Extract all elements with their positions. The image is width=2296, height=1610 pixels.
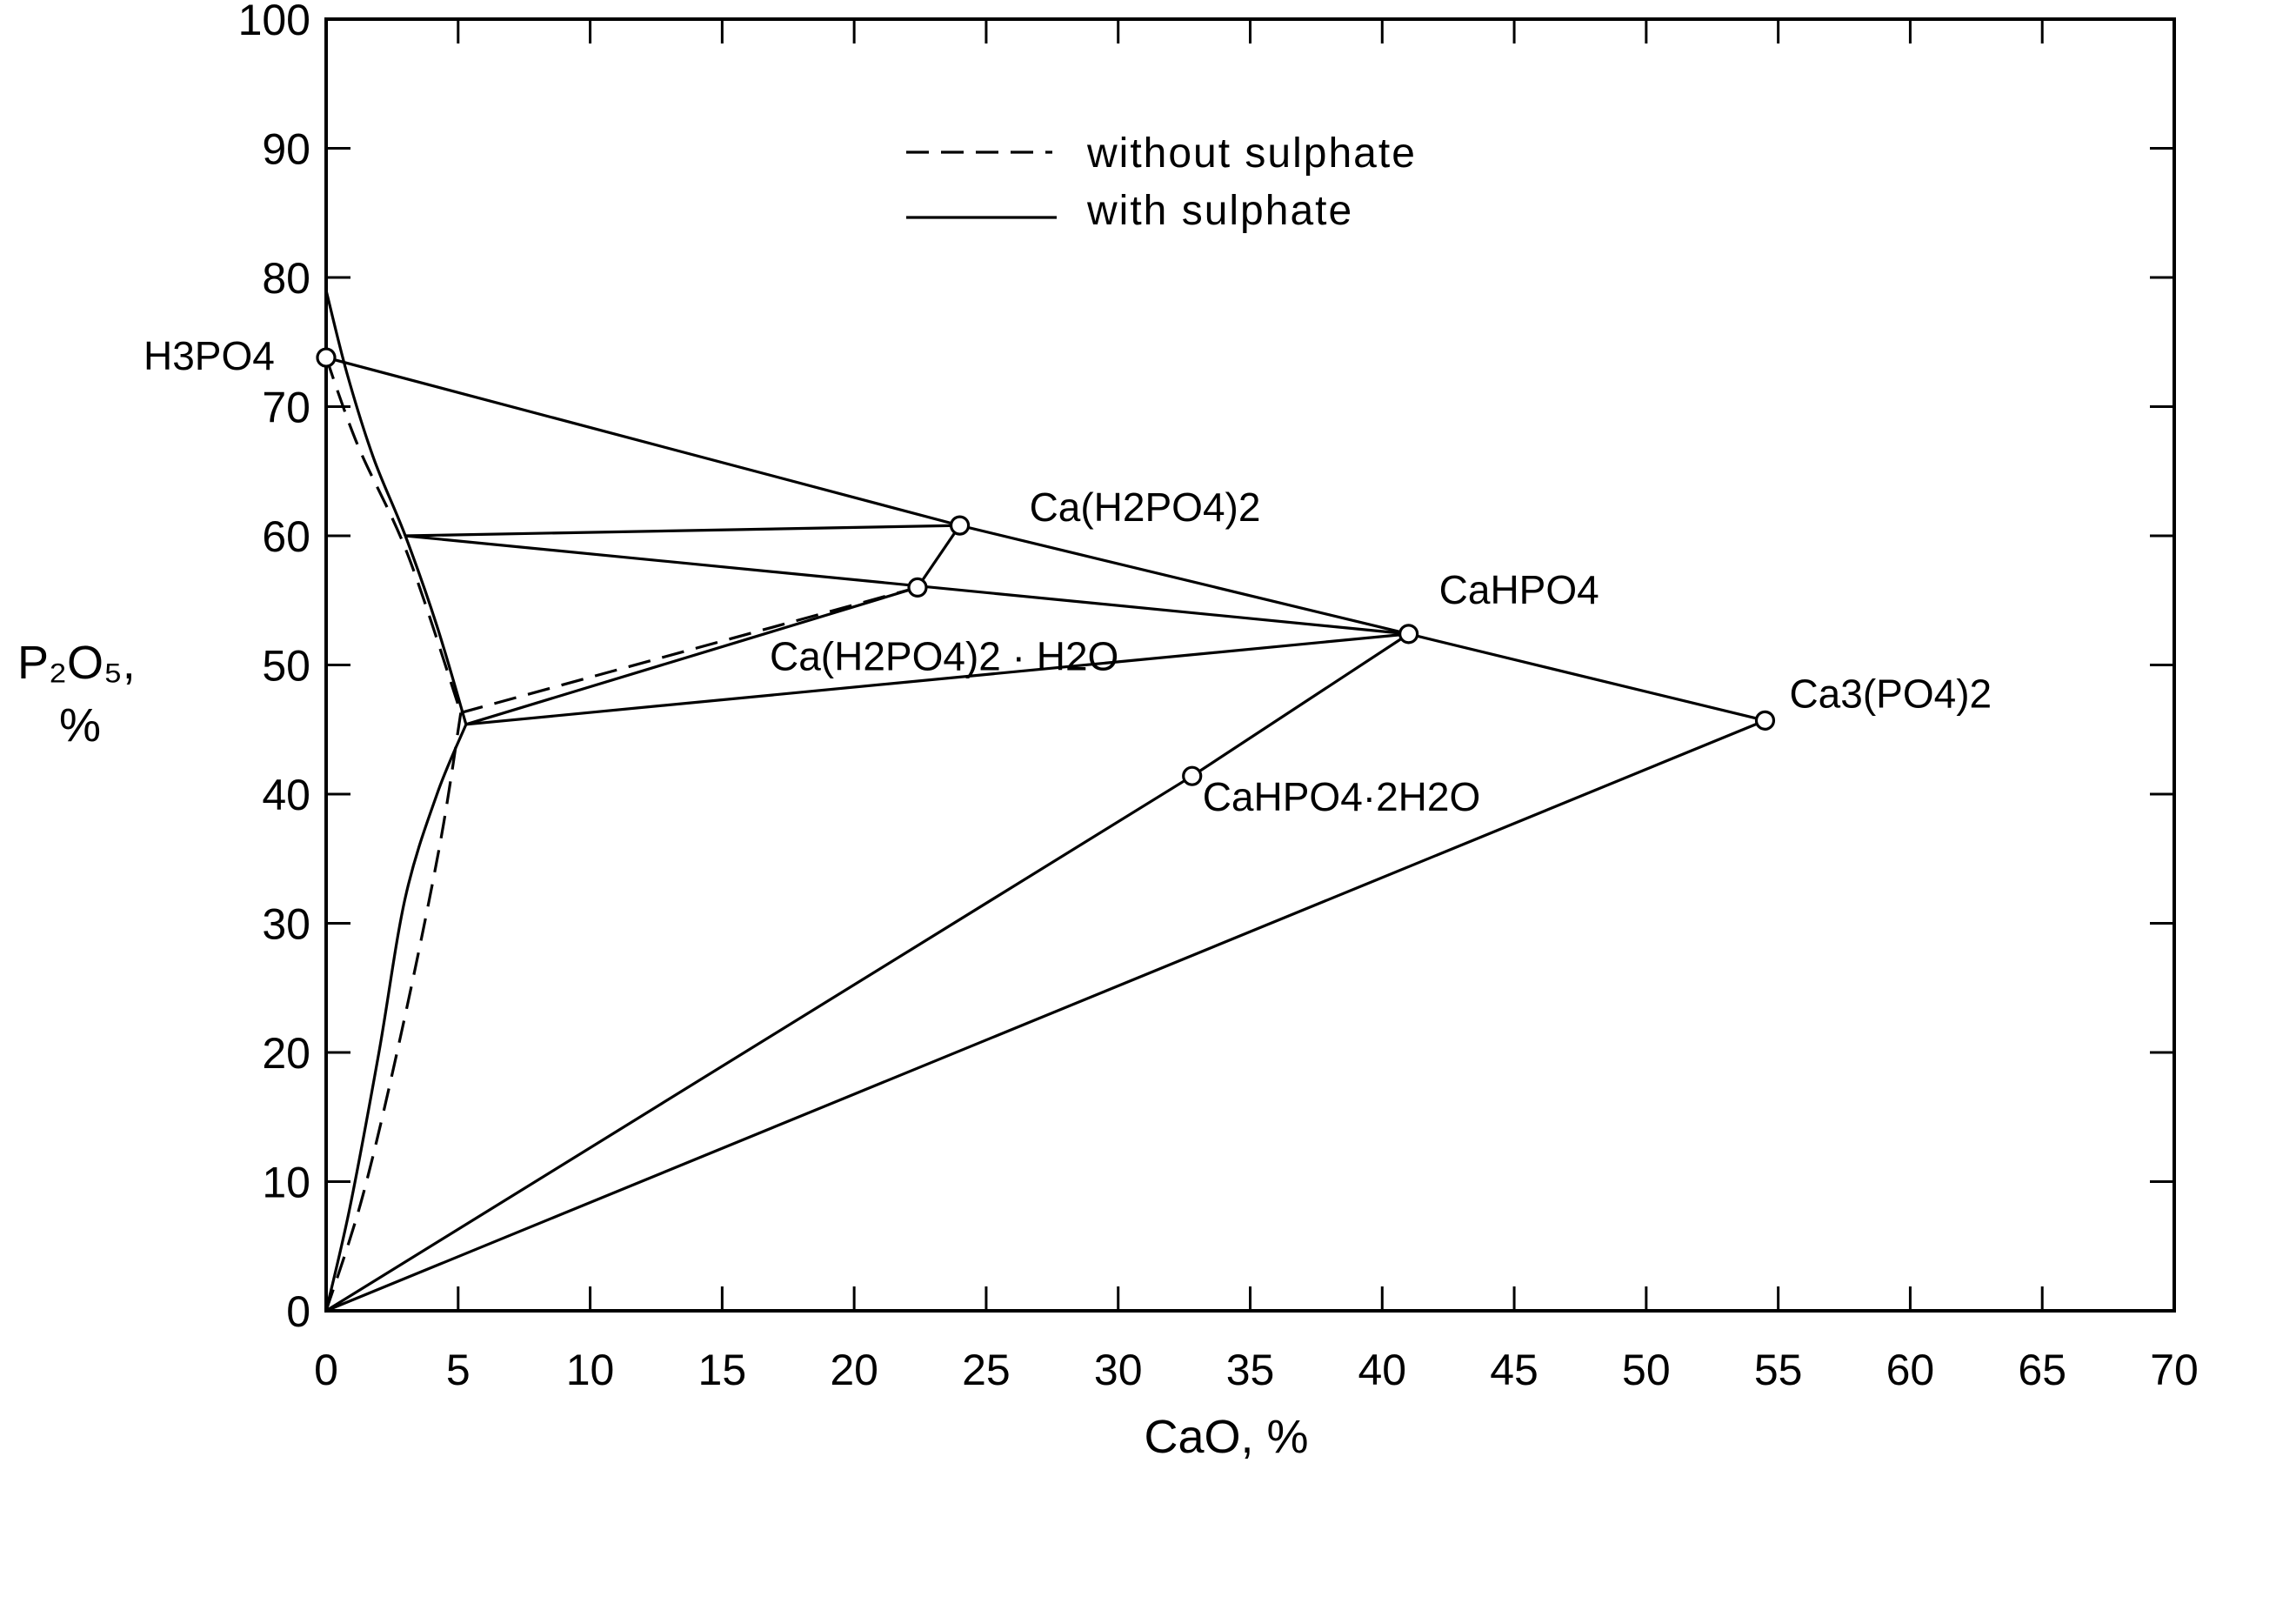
solid-line-2 [405,524,960,538]
x-tick-label-14: 70 [2150,1346,2199,1394]
solid-line-0 [325,356,1765,722]
solid-line-3 [404,534,1409,636]
y-axis-title: P₂O₅,% [17,637,136,752]
x-tick-label-8: 40 [1358,1346,1406,1394]
point-tcp [1754,710,1776,731]
x-axis-title: CaO, % [1144,1411,1308,1463]
point-labels: H3PO4 Ca(H2PO4)2 Ca(H2PO4)2 · H2O CaHPO4 CaH… [144,333,1992,819]
point-dcpa [1398,624,1419,645]
x-tick-label-0: 0 [314,1346,338,1394]
y-tick-label-2: 20 [262,1029,310,1078]
y-tick-labels: 0 10 20 30 40 50 60 70 80 90 100 [238,0,310,1336]
x-tick-label-5: 25 [962,1346,1011,1394]
solid-line-1 [916,524,961,589]
series-layer [324,290,1766,1313]
x-tick-label-12: 60 [1886,1346,1935,1394]
legend-label-without-sulphate: without sulphate [1086,130,1417,177]
legend-label-with-sulphate: with sulphate [1086,188,1353,234]
points-layer [316,347,1776,786]
x-tick-label-6: 30 [1094,1346,1143,1394]
point-h3po4 [316,347,337,368]
y-tick-label-1: 10 [262,1159,310,1207]
dashed-line-12 [324,712,463,1312]
x-tick-label-7: 35 [1226,1346,1275,1394]
solid-line-4 [465,585,918,726]
y-tick-label-4: 40 [262,771,310,819]
y-tick-label-0: 0 [286,1287,310,1336]
label-tcp: Ca3(PO4)2 [1789,671,1992,716]
label-h3po4: H3PO4 [144,333,275,378]
x-tick-label-4: 20 [830,1346,878,1394]
solid-line-6 [325,632,1410,1313]
solid-line-7 [325,718,1766,1313]
y-tick-label-5: 50 [262,642,310,691]
x-tick-label-2: 10 [566,1346,615,1394]
x-tick-label-3: 15 [698,1346,747,1394]
x-tick-label-1: 5 [446,1346,471,1394]
solid-line-8 [324,290,468,725]
label-dcpa: CaHPO4 [1439,567,1599,612]
point-mcp [949,515,971,536]
y-tick-label-6: 60 [262,512,310,561]
x-tick-label-11: 55 [1754,1346,1803,1394]
x-tick-label-9: 45 [1490,1346,1538,1394]
dashed-line-10 [324,357,463,713]
y-tick-label-7: 70 [262,384,310,432]
y-tick-label-10: 100 [238,0,310,44]
y-tick-label-8: 80 [262,254,310,303]
legend: without sulphate with sulphate [906,130,1417,234]
label-dcpd: CaHPO4·2H2O [1203,774,1481,819]
solid-line-5 [465,632,1409,726]
y-tick-label-3: 30 [262,900,310,949]
label-mcp: Ca(H2PO4)2 [1030,484,1261,530]
solid-line-9 [324,724,468,1312]
x-tick-label-13: 65 [2018,1346,2066,1394]
point-mcpm [907,577,928,598]
label-mcpm: Ca(H2PO4)2 · H2O [770,633,1118,678]
point-dcpd [1182,765,1203,786]
x-tick-labels: 0 5 10 15 20 25 30 35 40 45 50 55 60 65 70 [314,1346,2199,1394]
x-tick-label-10: 50 [1622,1346,1671,1394]
axis-ticks [324,17,2176,1313]
dashed-line-11 [460,585,918,714]
y-tick-label-9: 90 [262,125,310,174]
